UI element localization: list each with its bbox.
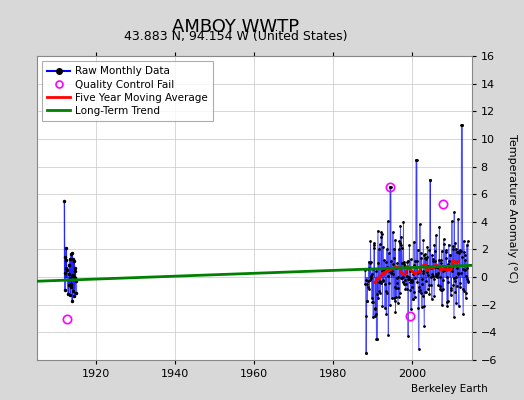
Legend: Raw Monthly Data, Quality Control Fail, Five Year Moving Average, Long-Term Tren: Raw Monthly Data, Quality Control Fail, …: [42, 61, 213, 121]
Y-axis label: Temperature Anomaly (°C): Temperature Anomaly (°C): [507, 134, 517, 282]
Text: Berkeley Earth: Berkeley Earth: [411, 384, 487, 394]
Text: AMBOY WWTP: AMBOY WWTP: [172, 18, 299, 36]
Text: 43.883 N, 94.154 W (United States): 43.883 N, 94.154 W (United States): [124, 30, 347, 43]
